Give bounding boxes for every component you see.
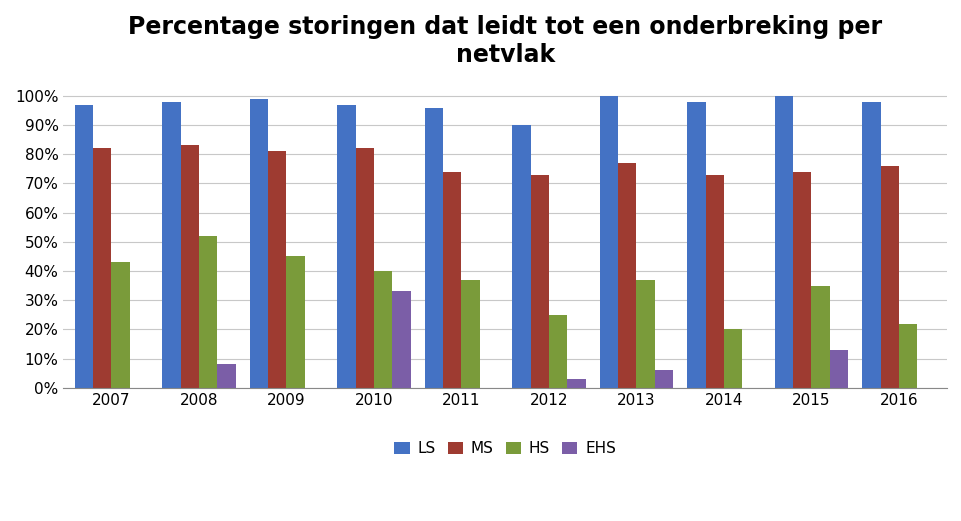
Bar	[217, 364, 235, 388]
Bar	[443, 172, 461, 388]
Bar	[374, 271, 392, 388]
Bar	[111, 262, 130, 388]
Bar	[829, 350, 848, 388]
Bar	[356, 148, 374, 388]
Bar	[567, 379, 585, 388]
Bar	[792, 172, 810, 388]
Bar	[723, 329, 742, 388]
Bar	[636, 280, 654, 388]
Bar	[511, 125, 530, 388]
Bar	[686, 102, 704, 388]
Bar	[461, 280, 480, 388]
Bar	[898, 324, 916, 388]
Bar	[879, 166, 898, 388]
Bar	[181, 145, 199, 388]
Bar	[774, 96, 792, 388]
Bar	[654, 370, 673, 388]
Bar	[250, 99, 268, 388]
Bar	[530, 175, 549, 388]
Bar	[199, 236, 217, 388]
Bar	[549, 315, 567, 388]
Bar	[392, 291, 410, 388]
Bar	[337, 105, 356, 388]
Bar	[861, 102, 879, 388]
Bar	[810, 286, 829, 388]
Bar	[617, 163, 636, 388]
Bar	[93, 148, 111, 388]
Title: Percentage storingen dat leidt tot een onderbreking per
netvlak: Percentage storingen dat leidt tot een o…	[128, 15, 881, 67]
Bar	[704, 175, 723, 388]
Bar	[286, 256, 305, 388]
Bar	[424, 107, 443, 388]
Bar	[268, 151, 286, 388]
Bar	[599, 96, 617, 388]
Legend: LS, MS, HS, EHS: LS, MS, HS, EHS	[388, 435, 622, 463]
Bar	[162, 102, 181, 388]
Bar	[75, 105, 93, 388]
